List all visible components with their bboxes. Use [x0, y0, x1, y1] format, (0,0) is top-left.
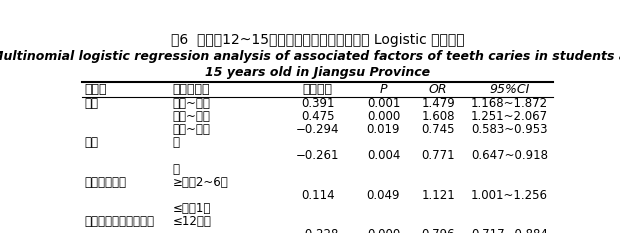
Text: 男: 男	[172, 136, 179, 149]
Text: 0.000: 0.000	[367, 228, 400, 233]
Text: 0.796: 0.796	[422, 228, 455, 233]
Text: 0.019: 0.019	[366, 123, 400, 136]
Text: ≤每周1次: ≤每周1次	[172, 202, 211, 215]
Text: 距今最近一次看牙时间: 距今最近一次看牙时间	[85, 215, 155, 228]
Text: 亭湖~京口: 亭湖~京口	[172, 110, 210, 123]
Text: OR: OR	[429, 83, 448, 96]
Text: Tab.6   Multinomial logistic regression analysis of associated factors of teeth : Tab.6 Multinomial logistic regression an…	[0, 50, 620, 63]
Text: 食用甜食频率: 食用甜食频率	[85, 176, 126, 189]
Text: 常熟~京口: 常熟~京口	[172, 97, 210, 110]
Text: 1.479: 1.479	[422, 97, 455, 110]
Text: 0.583~0.953: 0.583~0.953	[471, 123, 547, 136]
Text: 0.001: 0.001	[367, 97, 400, 110]
Text: 0.391: 0.391	[301, 97, 335, 110]
Text: 1.001~1.256: 1.001~1.256	[471, 189, 548, 202]
Text: 15 years old in Jiangsu Province: 15 years old in Jiangsu Province	[205, 66, 430, 79]
Text: 自变量: 自变量	[85, 83, 107, 96]
Text: ≤12个月: ≤12个月	[172, 215, 211, 228]
Text: 0.000: 0.000	[367, 110, 400, 123]
Text: 0.114: 0.114	[301, 189, 335, 202]
Text: 0.004: 0.004	[367, 149, 400, 162]
Text: 0.049: 0.049	[366, 189, 400, 202]
Text: 1.168~1.872: 1.168~1.872	[471, 97, 548, 110]
Text: 0.475: 0.475	[301, 110, 335, 123]
Text: 回归系数: 回归系数	[303, 83, 333, 96]
Text: 自变量分级: 自变量分级	[172, 83, 210, 96]
Text: 女: 女	[172, 163, 179, 176]
Text: ≥每周2~6次: ≥每周2~6次	[172, 176, 228, 189]
Text: 1.121: 1.121	[422, 189, 455, 202]
Text: 0.647~0.918: 0.647~0.918	[471, 149, 548, 162]
Text: 95%CI: 95%CI	[489, 83, 529, 96]
Text: 1.608: 1.608	[422, 110, 455, 123]
Text: 0.771: 0.771	[422, 149, 455, 162]
Text: −0.294: −0.294	[296, 123, 340, 136]
Text: 祖山~常熟: 祖山~常熟	[172, 123, 210, 136]
Text: 地区: 地区	[85, 97, 99, 110]
Text: 1.251~2.067: 1.251~2.067	[471, 110, 548, 123]
Text: 性别: 性别	[85, 136, 99, 149]
Text: 表6  江苏省12~15岁中学生齲病情况的多因素 Logistic 回归分析: 表6 江苏省12~15岁中学生齲病情况的多因素 Logistic 回归分析	[171, 33, 464, 47]
Text: −0.261: −0.261	[296, 149, 340, 162]
Text: 0.745: 0.745	[422, 123, 455, 136]
Text: −0.228: −0.228	[296, 228, 339, 233]
Text: P: P	[379, 83, 388, 96]
Text: 0.717~0.884: 0.717~0.884	[471, 228, 548, 233]
